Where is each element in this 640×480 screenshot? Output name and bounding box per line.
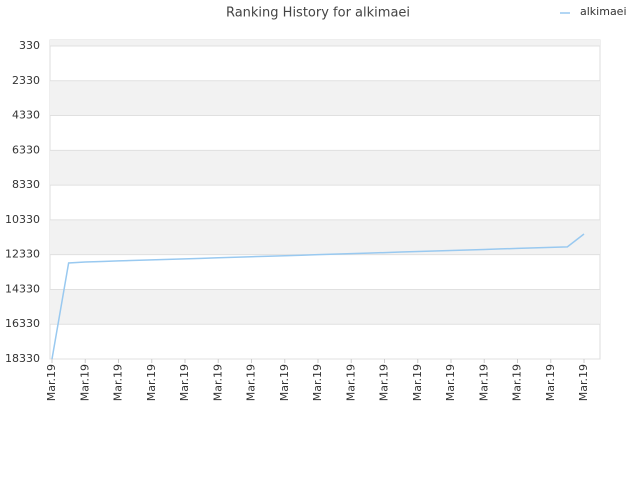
grid-band: [50, 40, 600, 46]
y-tick-label: 6330: [12, 143, 40, 156]
x-tick-label: Mar.19: [78, 364, 91, 401]
x-tick-label: Mar.19: [477, 364, 490, 401]
x-tick-label: Mar.19: [245, 364, 258, 401]
y-tick-label: 18330: [5, 352, 40, 365]
x-tick-label: Mar.19: [178, 364, 191, 401]
y-tick-label: 330: [19, 39, 40, 52]
grid-band: [50, 289, 600, 325]
x-tick-label: Mar.19: [411, 364, 424, 401]
y-tick-label: 10330: [5, 213, 40, 226]
grid-band: [50, 219, 600, 255]
x-tick-label: Mar.19: [278, 364, 291, 401]
y-tick-label: 8330: [12, 178, 40, 191]
chart-title: Ranking History for alkimaei: [226, 6, 410, 21]
x-tick-label: Mar.19: [112, 364, 125, 401]
y-tick-label: 2330: [12, 74, 40, 87]
legend-label: alkimaei: [580, 5, 627, 18]
y-tick-label: 4330: [12, 109, 40, 122]
x-tick-label: Mar.19: [344, 364, 357, 401]
line: [51, 233, 585, 360]
x-tick-label: Mar.19: [511, 364, 524, 401]
x-tick-label: Mar.19: [45, 364, 58, 401]
y-tick-label: 14330: [5, 282, 40, 295]
x-tick-label: Mar.19: [211, 364, 224, 401]
x-tick-label: Mar.19: [378, 364, 391, 401]
x-tick-label: Mar.19: [444, 364, 457, 401]
y-tick-label: 12330: [5, 248, 40, 261]
grid-band: [50, 80, 600, 116]
x-tick-label: Mar.19: [577, 364, 590, 401]
x-tick-label: Mar.19: [311, 364, 324, 401]
x-tick-label: Mar.19: [544, 364, 557, 401]
x-tick-label: Mar.19: [145, 364, 158, 401]
grid-band: [50, 150, 600, 186]
y-tick-label: 16330: [5, 317, 40, 330]
